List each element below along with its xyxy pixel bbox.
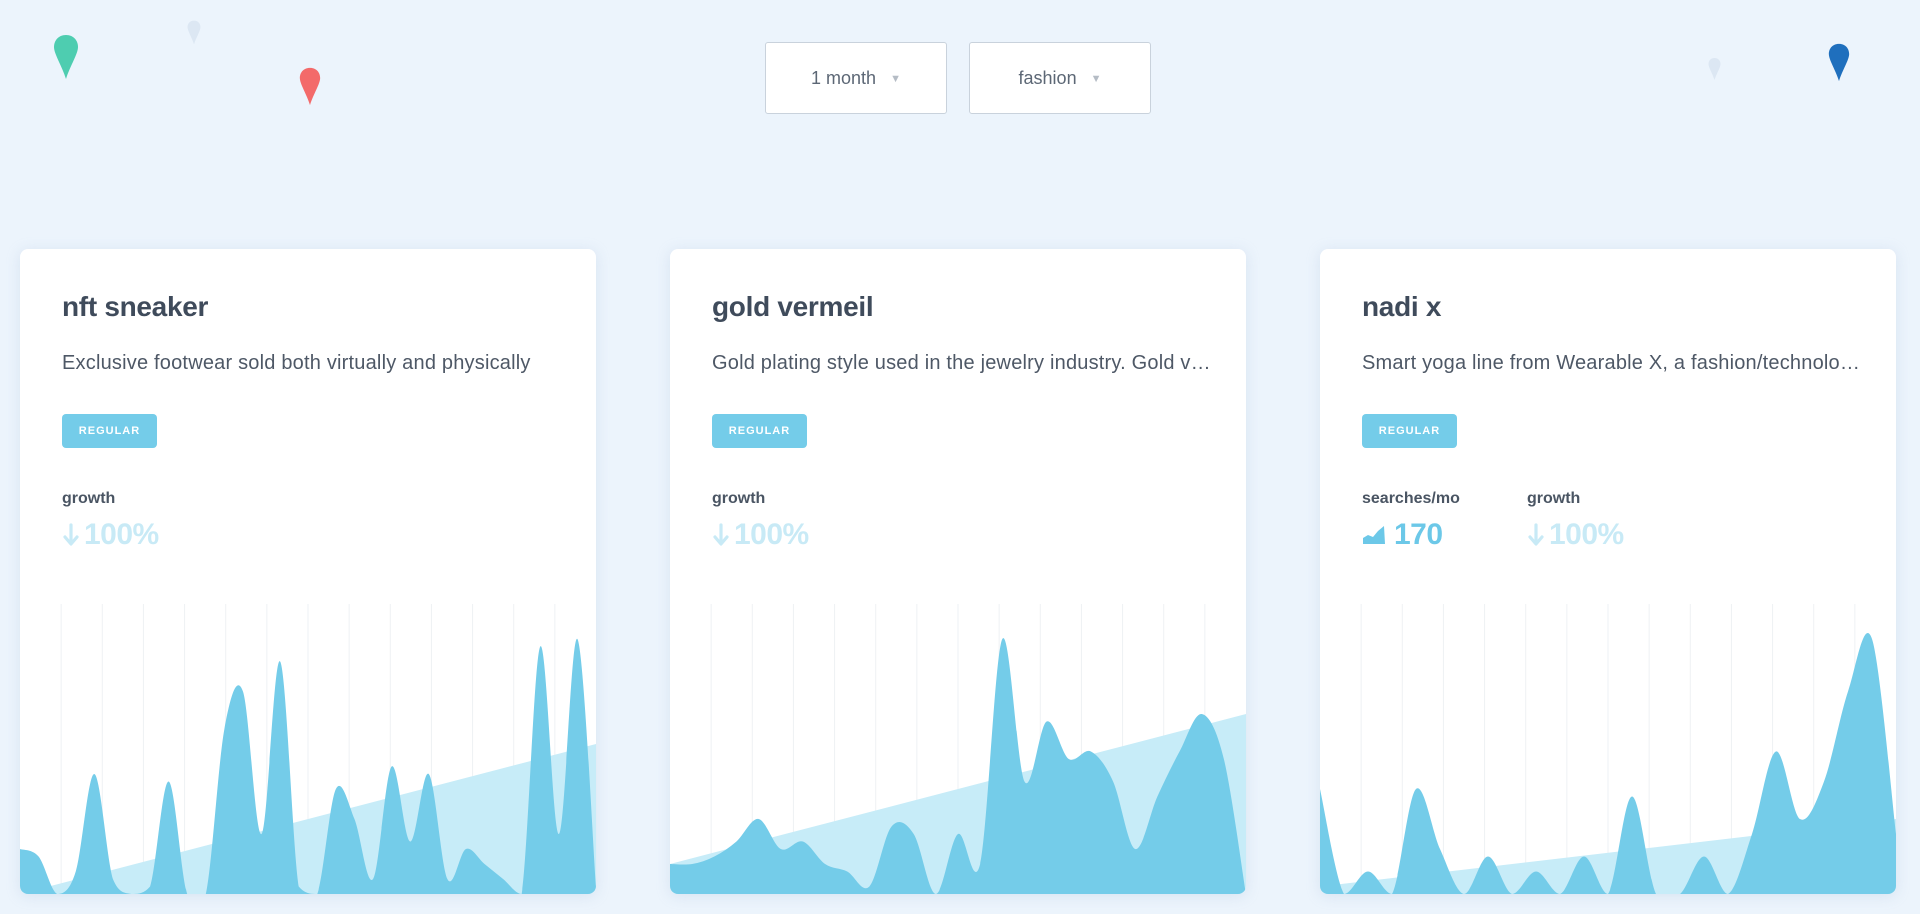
- stat-label: growth: [712, 490, 766, 507]
- stat-label: growth: [62, 490, 116, 507]
- stat-number: 170: [1394, 518, 1443, 551]
- card-title: nadi x: [1362, 291, 1442, 322]
- trend-chart: [1320, 574, 1896, 894]
- stat-label: growth: [1527, 490, 1581, 507]
- chart-series-area: [670, 638, 1246, 894]
- map-pin-icon: [1708, 57, 1721, 81]
- growth-stat: growth 100%: [1527, 490, 1624, 552]
- filter-bar: 1 month ▼ fashion ▼: [765, 42, 1151, 114]
- trend-card[interactable]: gold vermeil Gold plating style used in …: [670, 249, 1246, 894]
- volume-bars-icon: [1363, 526, 1385, 544]
- caret-down-icon: ▼: [1090, 73, 1102, 85]
- trend-chart: [670, 574, 1246, 894]
- time-range-dropdown[interactable]: 1 month ▼: [765, 42, 947, 114]
- trend-card[interactable]: nft sneaker Exclusive footwear sold both…: [20, 249, 596, 894]
- arrow-down-icon: [63, 523, 79, 546]
- stat-value: 100%: [712, 518, 809, 552]
- arrow-down-icon: [1528, 523, 1544, 546]
- stat-value: 170: [1362, 518, 1460, 552]
- map-pin-icon: [187, 20, 201, 45]
- chart-series-area: [20, 638, 596, 894]
- card-description: Smart yoga line from Wearable X, a fashi…: [1362, 352, 1862, 374]
- trend-card[interactable]: nadi x Smart yoga line from Wearable X, …: [1320, 249, 1896, 894]
- stat-number: 100%: [84, 518, 159, 551]
- map-pin-icon: [299, 67, 321, 106]
- trend-chart: [20, 574, 596, 894]
- card-description: Exclusive footwear sold both virtually a…: [62, 352, 531, 374]
- growth-stat: growth 100%: [712, 490, 809, 552]
- map-pin-icon: [53, 34, 79, 80]
- stat-value: 100%: [1527, 518, 1624, 552]
- status-badge: REGULAR: [62, 414, 157, 448]
- card-description: Gold plating style used in the jewelry i…: [712, 352, 1212, 374]
- category-dropdown[interactable]: fashion ▼: [969, 42, 1151, 114]
- status-badge: REGULAR: [1362, 414, 1457, 448]
- stat-number: 100%: [734, 518, 809, 551]
- arrow-down-icon: [713, 523, 729, 546]
- category-label: fashion: [1018, 67, 1077, 88]
- stat-value: 100%: [62, 518, 159, 552]
- stat-label: searches/mo: [1362, 490, 1460, 507]
- card-title: nft sneaker: [62, 291, 209, 322]
- card-title: gold vermeil: [712, 291, 874, 322]
- map-pin-icon: [1828, 43, 1850, 82]
- stat-number: 100%: [1549, 518, 1624, 551]
- time-range-label: 1 month: [811, 67, 877, 88]
- searches-stat: searches/mo 170: [1362, 490, 1460, 552]
- caret-down-icon: ▼: [890, 73, 901, 85]
- chart-series-area: [1320, 632, 1896, 894]
- status-badge: REGULAR: [712, 414, 807, 448]
- growth-stat: growth 100%: [62, 490, 159, 552]
